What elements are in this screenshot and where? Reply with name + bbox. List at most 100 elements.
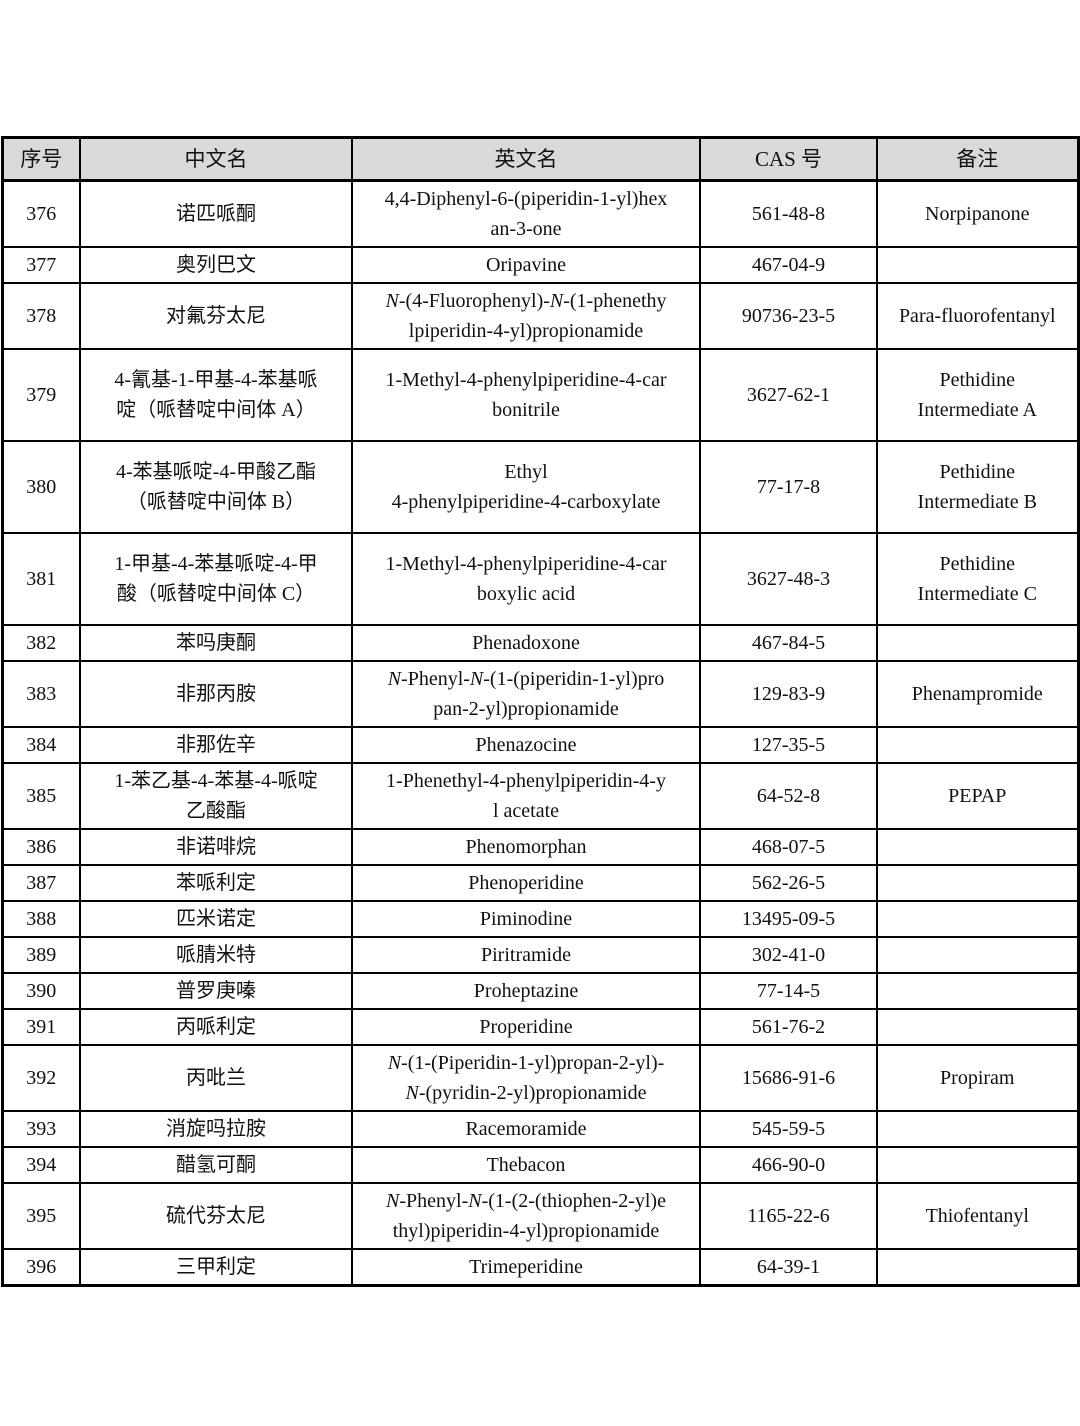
cell-cas: 129-83-9: [699, 660, 878, 728]
cell-chinese: 醋氢可酮: [79, 1146, 353, 1184]
cell-cas: 77-17-8: [699, 440, 878, 534]
cell-chinese: 匹米诺定: [79, 900, 353, 938]
cell-index: 391: [1, 1008, 81, 1046]
table-row: 395 硫代芬太尼 N-Phenyl-N-(1-(2-(thiophen-2-y…: [1, 1182, 1079, 1250]
cell-index: 390: [1, 972, 81, 1010]
cell-remark: Phenampromide: [876, 660, 1079, 728]
col-header-english: 英文名: [351, 136, 701, 182]
cell-english: Thebacon: [351, 1146, 701, 1184]
cell-english: Trimeperidine: [351, 1248, 701, 1287]
table-row: 388 匹米诺定 Piminodine 13495-09-5: [1, 900, 1079, 938]
cell-cas: 127-35-5: [699, 726, 878, 764]
cell-cas: 77-14-5: [699, 972, 878, 1010]
table-row: 385 1-苯乙基-4-苯基-4-哌啶 乙酸酯 1-Phenethyl-4-phe…: [1, 762, 1079, 830]
table-row: 378 对氟芬太尼 N-(4-Fluorophenyl)-N-(1-phenet…: [1, 282, 1079, 350]
cell-index: 387: [1, 864, 81, 902]
table-row: 382 苯吗庚酮 Phenadoxone 467-84-5: [1, 624, 1079, 662]
cell-chinese: 诺匹哌酮: [79, 179, 353, 248]
header-row: 序号 中文名 英文名 CAS 号 备注: [1, 136, 1079, 182]
cell-remark: [876, 828, 1079, 866]
table-body: 376 诺匹哌酮 4,4-Diphenyl-6-(piperidin-1-yl)…: [1, 179, 1079, 1287]
table-row: 390 普罗庚嗪 Proheptazine 77-14-5: [1, 972, 1079, 1010]
cell-remark: [876, 900, 1079, 938]
cell-remark: Para-fluorofentanyl: [876, 282, 1079, 350]
cell-cas: 3627-48-3: [699, 532, 878, 626]
cell-english: Phenomorphan: [351, 828, 701, 866]
cell-remark: [876, 972, 1079, 1010]
table-row: 376 诺匹哌酮 4,4-Diphenyl-6-(piperidin-1-yl)…: [1, 179, 1079, 248]
cell-remark: Pethidine Intermediate C: [876, 532, 1079, 626]
cell-english: Properidine: [351, 1008, 701, 1046]
cell-cas: 90736-23-5: [699, 282, 878, 350]
cell-chinese: 非那丙胺: [79, 660, 353, 728]
cell-english: Oripavine: [351, 246, 701, 284]
cell-chinese: 丙吡兰: [79, 1044, 353, 1112]
table-row: 396 三甲利定 Trimeperidine 64-39-1: [1, 1248, 1079, 1287]
cell-index: 378: [1, 282, 81, 350]
cell-remark: [876, 864, 1079, 902]
cell-index: 380: [1, 440, 81, 534]
table-row: 394 醋氢可酮 Thebacon 466-90-0: [1, 1146, 1079, 1184]
cell-index: 384: [1, 726, 81, 764]
cell-cas: 562-26-5: [699, 864, 878, 902]
cell-chinese: 消旋吗拉胺: [79, 1110, 353, 1148]
cell-cas: 64-52-8: [699, 762, 878, 830]
cell-chinese: 1-苯乙基-4-苯基-4-哌啶 乙酸酯: [79, 762, 353, 830]
table-row: 392 丙吡兰 N-(1-(Piperidin-1-yl)propan-2-yl…: [1, 1044, 1079, 1112]
table-row: 380 4-苯基哌啶-4-甲酸乙酯 （哌替啶中间体 B） Ethyl 4-pheny…: [1, 440, 1079, 534]
cell-remark: [876, 1248, 1079, 1287]
cell-english: Piminodine: [351, 900, 701, 938]
table-row: 383 非那丙胺 N-Phenyl-N-(1-(piperidin-1-yl)p…: [1, 660, 1079, 728]
cell-remark: Thiofentanyl: [876, 1182, 1079, 1250]
cell-chinese: 普罗庚嗪: [79, 972, 353, 1010]
cell-chinese: 对氟芬太尼: [79, 282, 353, 350]
cell-index: 376: [1, 179, 81, 248]
cell-english: Piritramide: [351, 936, 701, 974]
cell-english: N-Phenyl-N-(1-(2-(thiophen-2-yl)e thyl)pi…: [351, 1182, 701, 1250]
cell-english: 1-Methyl-4-phenylpiperidine-4-car bonitri…: [351, 348, 701, 442]
substance-table: 序号 中文名 英文名 CAS 号 备注 376 诺匹哌酮 4,4-Dipheny…: [0, 136, 1080, 1287]
cell-chinese: 苯吗庚酮: [79, 624, 353, 662]
cell-english: 1-Methyl-4-phenylpiperidine-4-car boxylic…: [351, 532, 701, 626]
cell-cas: 64-39-1: [699, 1248, 878, 1287]
cell-chinese: 非那佐辛: [79, 726, 353, 764]
cell-remark: [876, 726, 1079, 764]
cell-index: 389: [1, 936, 81, 974]
cell-index: 393: [1, 1110, 81, 1148]
cell-english: 4,4-Diphenyl-6-(piperidin-1-yl)hex an-3-o…: [351, 179, 701, 248]
cell-remark: Pethidine Intermediate B: [876, 440, 1079, 534]
cell-remark: Norpipanone: [876, 179, 1079, 248]
cell-cas: 467-04-9: [699, 246, 878, 284]
cell-english: Proheptazine: [351, 972, 701, 1010]
table-header: 序号 中文名 英文名 CAS 号 备注: [1, 136, 1079, 182]
col-header-remark: 备注: [876, 136, 1079, 182]
cell-chinese: 硫代芬太尼: [79, 1182, 353, 1250]
cell-index: 392: [1, 1044, 81, 1112]
cell-cas: 468-07-5: [699, 828, 878, 866]
cell-chinese: 丙哌利定: [79, 1008, 353, 1046]
cell-cas: 302-41-0: [699, 936, 878, 974]
cell-index: 381: [1, 532, 81, 626]
table-row: 381 1-甲基-4-苯基哌啶-4-甲 酸（哌替啶中间体 C） 1-Methyl-…: [1, 532, 1079, 626]
cell-index: 386: [1, 828, 81, 866]
cell-english: Phenadoxone: [351, 624, 701, 662]
cell-remark: [876, 1146, 1079, 1184]
cell-cas: 545-59-5: [699, 1110, 878, 1148]
cell-index: 394: [1, 1146, 81, 1184]
document-page: 序号 中文名 英文名 CAS 号 备注 376 诺匹哌酮 4,4-Dipheny…: [0, 136, 1080, 1426]
cell-cas: 13495-09-5: [699, 900, 878, 938]
cell-chinese: 奥列巴文: [79, 246, 353, 284]
cell-index: 377: [1, 246, 81, 284]
col-header-cas: CAS 号: [699, 136, 878, 182]
cell-english: 1-Phenethyl-4-phenylpiperidin-4-y l aceta…: [351, 762, 701, 830]
cell-index: 388: [1, 900, 81, 938]
cell-chinese: 苯哌利定: [79, 864, 353, 902]
cell-remark: Propiram: [876, 1044, 1079, 1112]
cell-cas: 467-84-5: [699, 624, 878, 662]
cell-english: N-(4-Fluorophenyl)-N-(1-phenethy lpiperid…: [351, 282, 701, 350]
col-header-chinese: 中文名: [79, 136, 353, 182]
cell-english: Phenazocine: [351, 726, 701, 764]
cell-chinese: 非诺啡烷: [79, 828, 353, 866]
cell-index: 382: [1, 624, 81, 662]
cell-cas: 3627-62-1: [699, 348, 878, 442]
